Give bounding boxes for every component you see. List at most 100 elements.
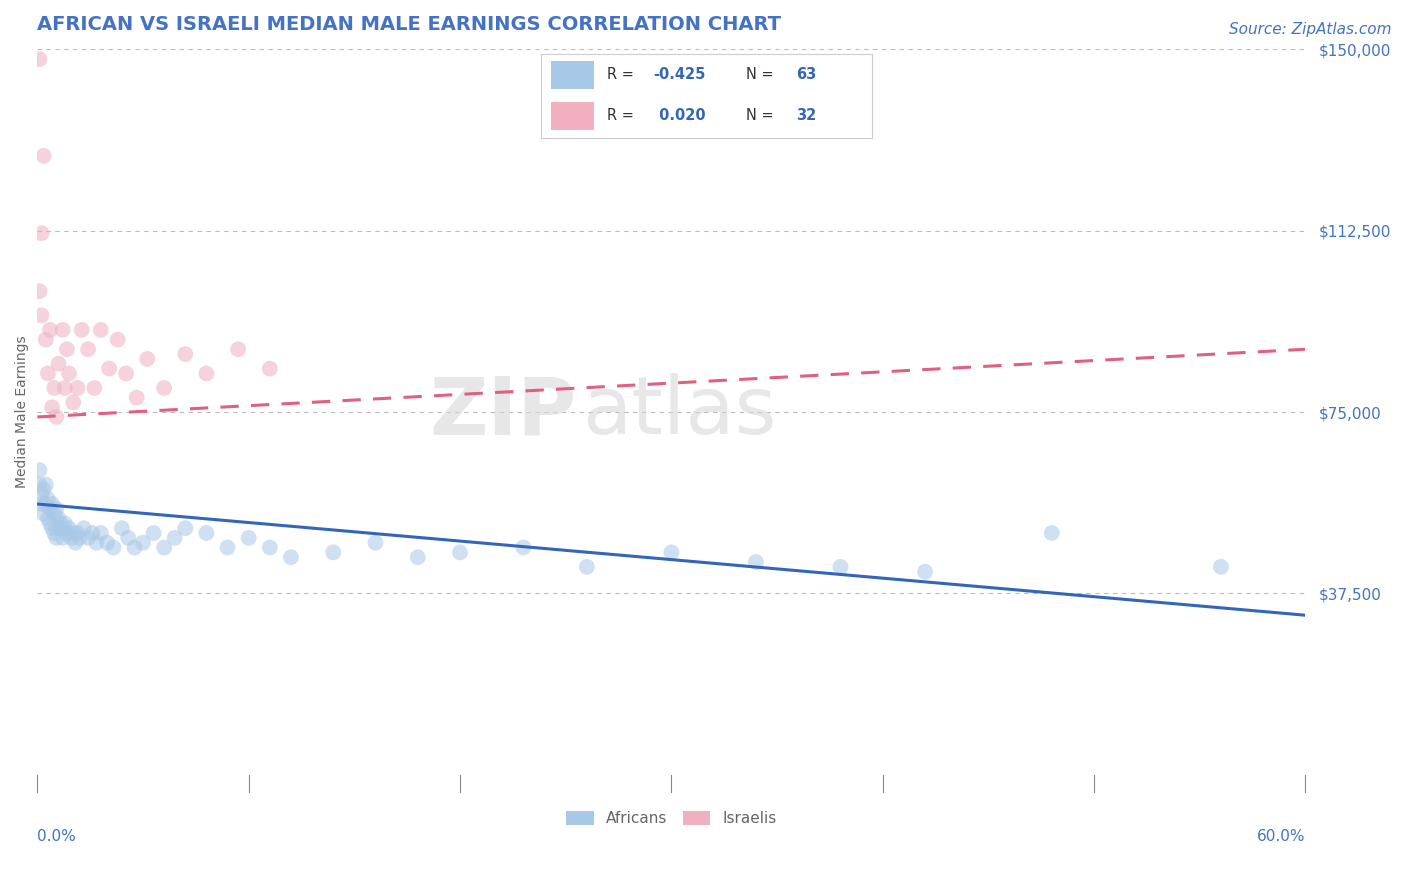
Point <box>28 284 51 298</box>
Point <box>35 333 58 347</box>
Point <box>174 347 197 361</box>
Point <box>1040 526 1063 541</box>
Text: atlas: atlas <box>582 373 778 451</box>
Point <box>31 309 53 323</box>
Point <box>103 541 125 555</box>
Point <box>661 545 683 559</box>
Point <box>52 323 75 337</box>
Point <box>41 521 63 535</box>
Point <box>62 526 84 541</box>
Point <box>37 492 59 507</box>
Point <box>58 521 80 535</box>
Point <box>132 535 155 549</box>
Point <box>35 477 58 491</box>
Text: 0.020: 0.020 <box>654 108 706 123</box>
Point <box>259 361 281 376</box>
Point <box>124 541 146 555</box>
Point <box>45 531 67 545</box>
Point <box>125 391 148 405</box>
Point <box>62 395 84 409</box>
Point <box>32 483 55 497</box>
Point <box>70 323 93 337</box>
Point <box>56 343 79 357</box>
Point <box>98 361 121 376</box>
Point <box>153 381 176 395</box>
Text: R =: R = <box>607 67 638 82</box>
Text: ZIP: ZIP <box>429 373 576 451</box>
Y-axis label: Median Male Earnings: Median Male Earnings <box>15 335 30 489</box>
Point <box>322 545 344 559</box>
Point <box>259 541 281 555</box>
Point <box>86 535 108 549</box>
Point <box>28 52 51 66</box>
Point <box>1209 560 1232 574</box>
Point <box>65 535 87 549</box>
Point <box>37 511 59 525</box>
Point <box>914 565 936 579</box>
Point <box>60 531 83 545</box>
Point <box>163 531 186 545</box>
Point <box>31 226 53 240</box>
Point <box>117 531 139 545</box>
Point <box>512 541 534 555</box>
Point <box>90 323 112 337</box>
Point <box>31 497 53 511</box>
Point <box>364 535 387 549</box>
Point <box>142 526 165 541</box>
Point <box>53 516 76 531</box>
Point <box>44 526 66 541</box>
Point <box>41 401 63 415</box>
Point <box>31 487 53 501</box>
FancyBboxPatch shape <box>551 102 595 130</box>
Point <box>28 477 51 491</box>
Point <box>39 323 62 337</box>
Point <box>66 381 89 395</box>
Point <box>83 381 105 395</box>
Point <box>58 367 80 381</box>
Text: 0.0%: 0.0% <box>38 830 76 844</box>
Point <box>56 526 79 541</box>
Point <box>48 511 70 525</box>
Point <box>44 507 66 521</box>
Point <box>830 560 852 574</box>
Point <box>48 521 70 535</box>
Point <box>37 367 59 381</box>
Legend: Africans, Israelis: Africans, Israelis <box>560 805 783 832</box>
Point <box>48 357 70 371</box>
Point <box>575 560 598 574</box>
Point <box>69 531 91 545</box>
Point <box>82 526 104 541</box>
Point <box>66 526 89 541</box>
Point <box>45 501 67 516</box>
FancyBboxPatch shape <box>551 62 595 89</box>
Point <box>195 526 218 541</box>
Point <box>115 367 138 381</box>
Point <box>136 351 159 366</box>
Point <box>77 343 100 357</box>
Point <box>153 541 176 555</box>
Point <box>35 497 58 511</box>
Text: N =: N = <box>747 67 779 82</box>
Point <box>32 507 55 521</box>
Point <box>77 531 100 545</box>
Point <box>53 381 76 395</box>
Text: N =: N = <box>747 108 779 123</box>
Point <box>406 550 429 565</box>
Text: 63: 63 <box>796 67 815 82</box>
Point <box>45 409 67 424</box>
Text: -0.425: -0.425 <box>654 67 706 82</box>
Point <box>41 497 63 511</box>
Point <box>745 555 768 569</box>
Point <box>195 367 218 381</box>
Text: 60.0%: 60.0% <box>1257 830 1305 844</box>
Point <box>32 149 55 163</box>
Point <box>39 516 62 531</box>
Point <box>280 550 302 565</box>
Text: Source: ZipAtlas.com: Source: ZipAtlas.com <box>1229 22 1392 37</box>
Point <box>107 333 129 347</box>
Point <box>449 545 471 559</box>
Text: AFRICAN VS ISRAELI MEDIAN MALE EARNINGS CORRELATION CHART: AFRICAN VS ISRAELI MEDIAN MALE EARNINGS … <box>38 15 782 34</box>
Point <box>238 531 260 545</box>
Point <box>52 521 75 535</box>
Point <box>174 521 197 535</box>
